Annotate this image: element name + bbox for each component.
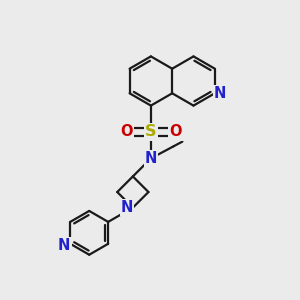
Text: N: N — [58, 238, 70, 253]
Text: N: N — [121, 200, 133, 215]
Text: N: N — [145, 151, 157, 166]
Text: S: S — [145, 124, 157, 140]
Text: O: O — [169, 124, 182, 140]
Text: N: N — [214, 86, 226, 101]
Text: O: O — [120, 124, 133, 140]
